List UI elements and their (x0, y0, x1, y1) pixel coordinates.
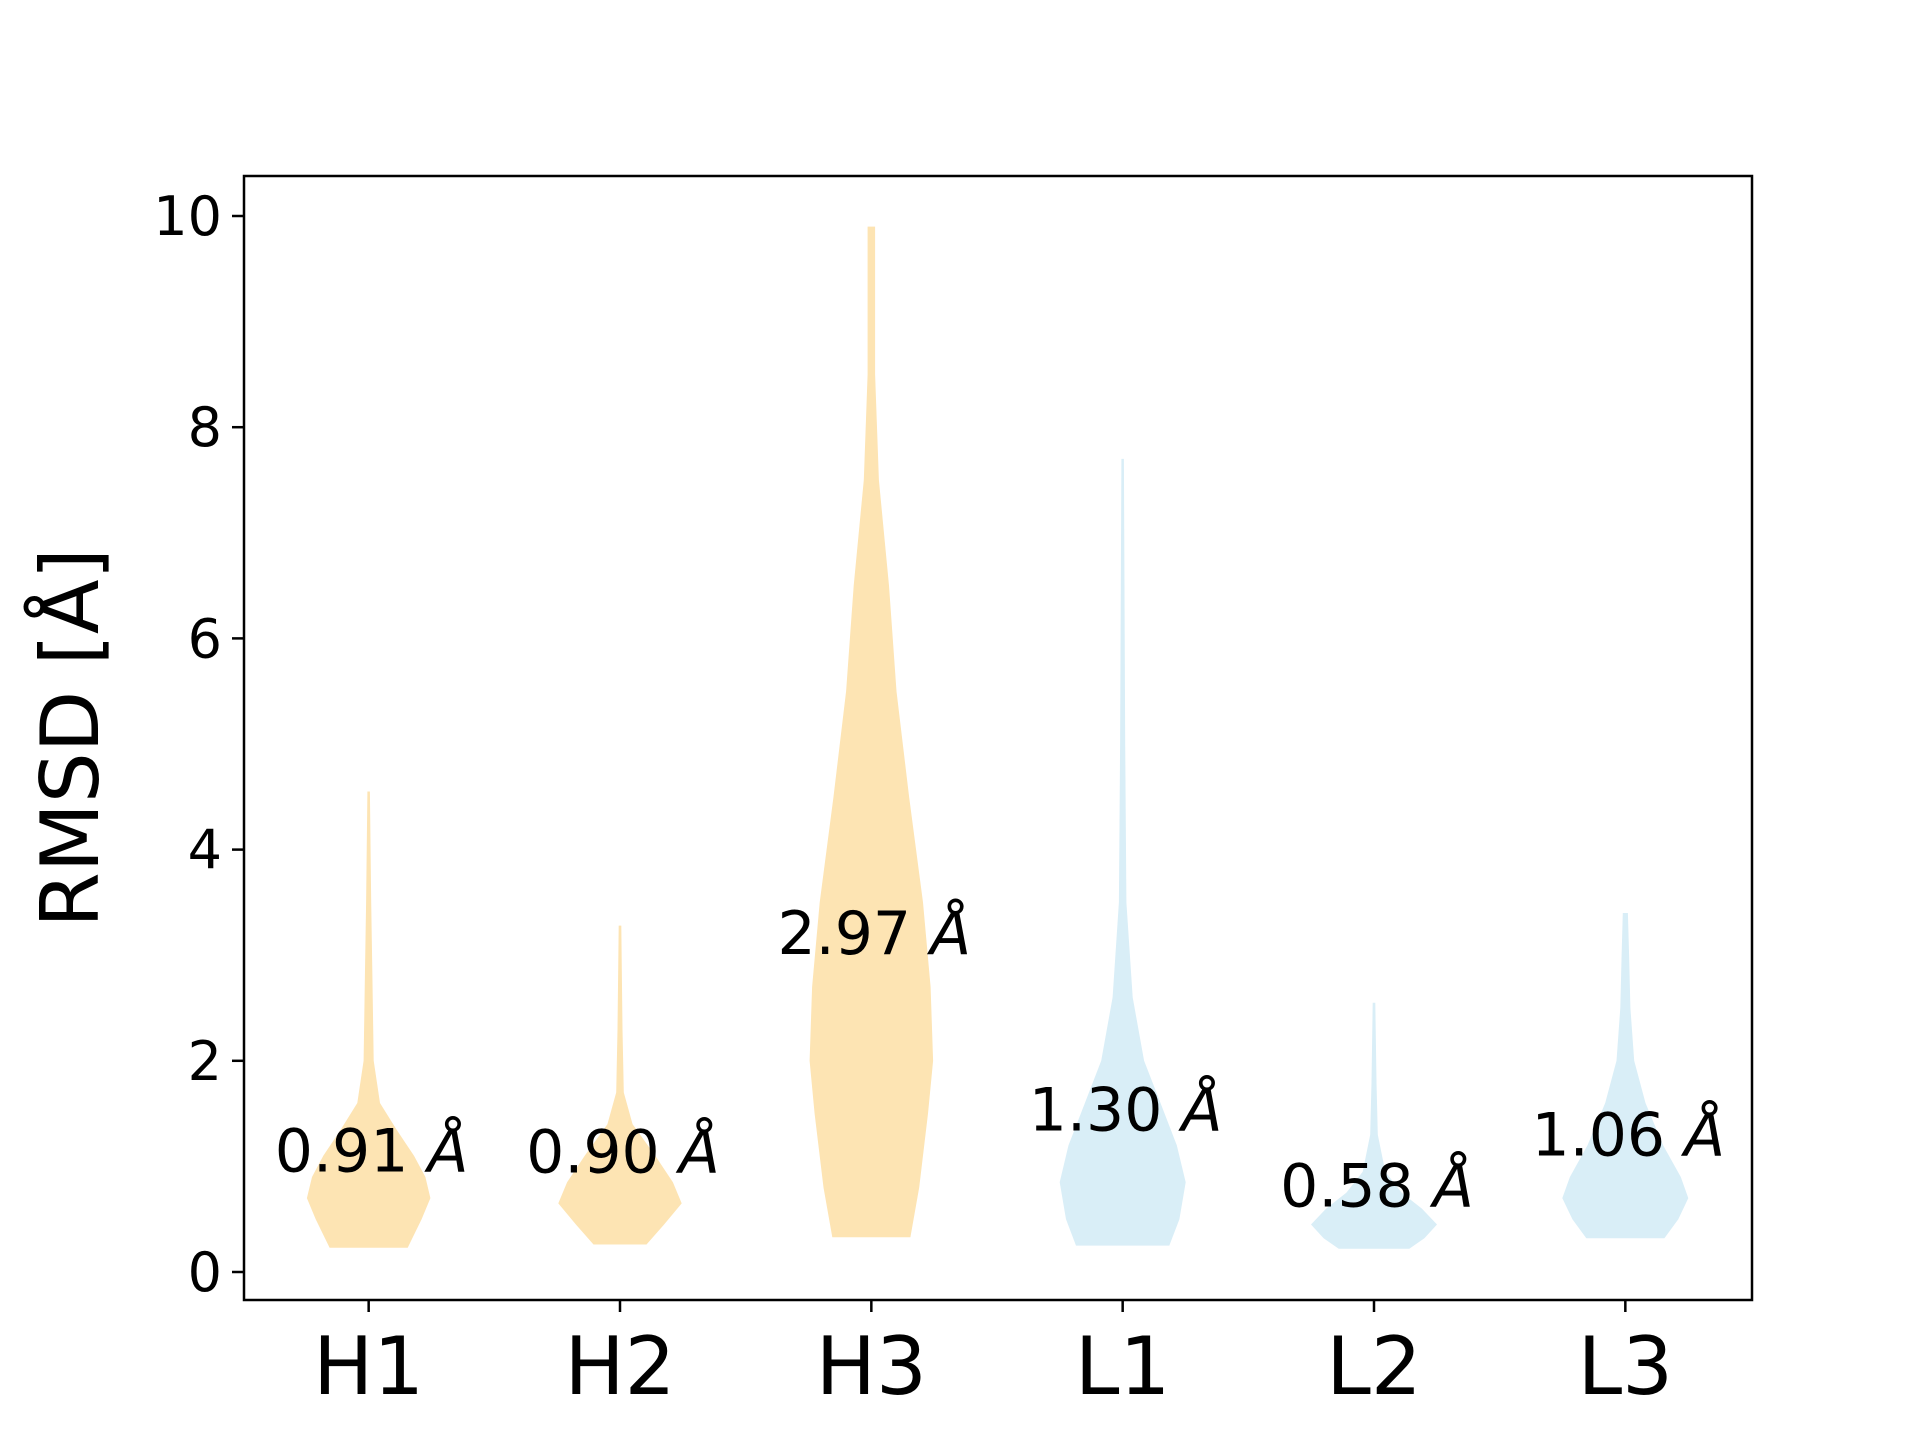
plot-frame (242, 174, 1754, 1302)
violin-l2 (1311, 1002, 1437, 1249)
mean-label-h2: 0.90 Å (526, 1117, 720, 1188)
mean-label-l3: 1.06 Å (1531, 1100, 1725, 1171)
mean-label-l1: 1.30 Å (1029, 1074, 1223, 1145)
x-tick-label-l3: L3 (1578, 1320, 1673, 1413)
y-tick-label: 0 (188, 1241, 222, 1304)
mean-label-l2: 0.58 Å (1280, 1150, 1474, 1221)
x-tick-label-h3: H3 (816, 1320, 927, 1413)
mean-label-h3: 2.97 Å (777, 898, 971, 969)
violin-l1 (1059, 458, 1186, 1246)
x-tick-label-l2: L2 (1326, 1320, 1421, 1413)
y-tick-label: 4 (188, 819, 222, 882)
violin-layer (306, 226, 1689, 1249)
y-tick-label: 10 (153, 185, 222, 248)
x-tick-label-h2: H2 (564, 1320, 675, 1413)
violin-h3 (809, 226, 934, 1238)
x-tick-label-l1: L1 (1075, 1320, 1170, 1413)
violin-l3 (1562, 913, 1689, 1239)
mean-label-h1: 0.91 Å (275, 1116, 469, 1187)
y-axis: 0 2 4 6 8 10 (153, 185, 244, 1304)
data-labels: 0.91 Å 0.90 Å 2.97 Å 1.30 Å 0.58 Å 1.06 Å (275, 898, 1725, 1221)
y-axis-title: RMSD [Å] (23, 548, 117, 928)
y-tick-label: 8 (188, 396, 222, 459)
violin-h2 (558, 925, 682, 1245)
y-tick-label: 2 (188, 1030, 222, 1093)
x-axis: H1 H2 H3 L1 L2 L3 (313, 1300, 1673, 1413)
y-tick-label: 6 (188, 607, 222, 670)
x-tick-label-h1: H1 (313, 1320, 424, 1413)
violin-h1 (306, 791, 431, 1248)
